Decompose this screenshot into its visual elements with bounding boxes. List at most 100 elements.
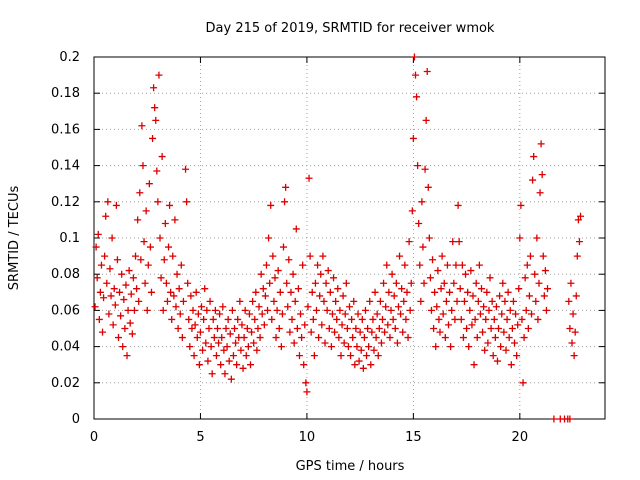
data-point [429, 256, 437, 264]
data-point [203, 306, 211, 314]
data-point [209, 315, 217, 323]
data-point [207, 343, 215, 351]
data-point [186, 343, 194, 351]
data-point [224, 315, 232, 323]
data-point [356, 328, 364, 336]
data-point [201, 285, 209, 293]
data-point [426, 274, 434, 282]
data-point [307, 328, 315, 336]
data-point [302, 379, 310, 387]
data-point [410, 53, 418, 61]
data-point [544, 285, 552, 293]
data-point [331, 328, 339, 336]
data-point [178, 334, 186, 342]
data-point [448, 306, 456, 314]
data-point [419, 243, 427, 251]
data-point [276, 288, 284, 296]
data-point [233, 361, 241, 369]
data-point [550, 415, 558, 423]
data-point [162, 279, 170, 287]
data-point [568, 339, 576, 347]
data-point [350, 297, 358, 305]
data-point [506, 306, 514, 314]
data-point [297, 310, 305, 318]
data-point [289, 270, 297, 278]
data-point [126, 319, 134, 327]
data-point [541, 267, 549, 275]
data-point [326, 288, 334, 296]
data-point [358, 315, 366, 323]
data-point [370, 346, 378, 354]
data-point [367, 361, 375, 369]
y-tick-label: 0.14 [51, 159, 80, 174]
data-point [191, 321, 199, 329]
data-point [447, 343, 455, 351]
data-point [501, 297, 509, 305]
data-point [449, 238, 457, 246]
data-point [110, 285, 118, 293]
data-point [498, 310, 506, 318]
data-point [188, 325, 196, 332]
data-point [435, 315, 443, 323]
data-point [417, 297, 425, 305]
data-point [421, 165, 429, 173]
data-point [413, 93, 421, 101]
data-point [200, 315, 208, 323]
data-point [490, 315, 498, 323]
data-point [199, 346, 207, 354]
data-point [431, 288, 439, 296]
data-point [204, 357, 212, 365]
data-point [295, 352, 303, 360]
data-point [375, 325, 383, 332]
data-point [566, 325, 574, 332]
data-point [396, 252, 404, 260]
data-point [318, 321, 326, 329]
data-point [332, 297, 340, 305]
data-point [116, 288, 124, 296]
data-point [298, 334, 306, 342]
data-point [231, 325, 239, 332]
data-point [208, 370, 216, 378]
data-point [170, 292, 178, 300]
y-tick-label: 0.16 [51, 122, 80, 137]
data-point [571, 328, 579, 336]
data-point [193, 334, 201, 342]
chart-title: Day 215 of 2019, SRMTID for receiver wmo… [206, 21, 495, 36]
data-point [150, 84, 158, 92]
data-point [294, 285, 302, 293]
data-point [526, 252, 534, 260]
data-point [496, 292, 504, 300]
data-point [185, 315, 193, 323]
data-point [255, 303, 263, 311]
data-point [454, 201, 462, 209]
data-point [118, 270, 126, 278]
data-point [305, 174, 313, 182]
data-point [489, 352, 497, 360]
data-point [100, 294, 108, 302]
data-point [436, 328, 444, 336]
data-point [268, 315, 276, 323]
data-point [523, 261, 531, 269]
data-point [391, 325, 399, 332]
data-point [153, 167, 161, 175]
data-point [363, 352, 371, 360]
data-point [135, 297, 143, 305]
data-point [234, 315, 242, 323]
data-point [459, 334, 467, 342]
data-point [117, 312, 125, 320]
data-point [158, 153, 166, 161]
data-point [392, 279, 400, 287]
data-point [271, 274, 279, 282]
data-point [532, 297, 540, 305]
data-point [95, 315, 103, 323]
data-point [113, 256, 121, 264]
data-point [97, 261, 105, 269]
data-point [182, 165, 190, 173]
data-point [243, 325, 251, 332]
data-point [159, 306, 167, 314]
data-point [156, 234, 164, 242]
data-point [465, 343, 473, 351]
data-point [195, 361, 203, 369]
data-point [328, 310, 336, 318]
data-point [406, 306, 414, 314]
